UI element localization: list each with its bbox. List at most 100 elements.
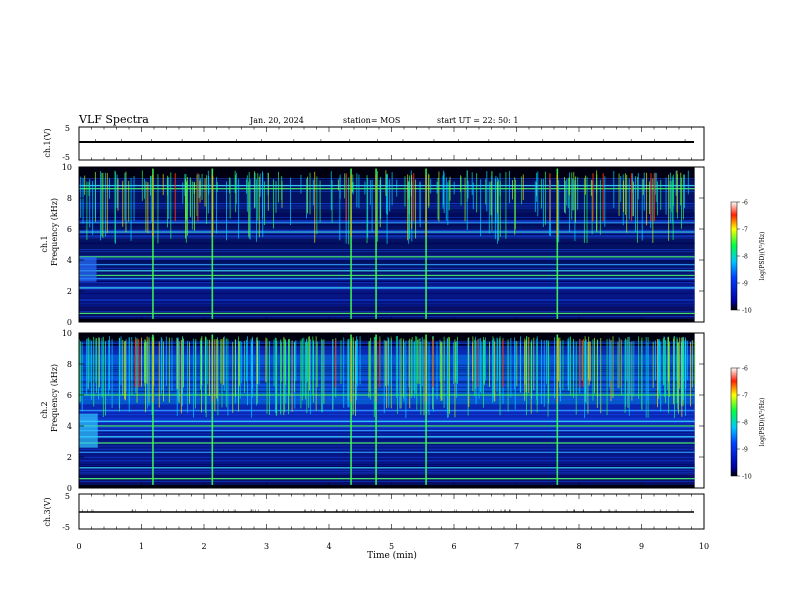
sferic-streak <box>484 337 486 381</box>
spectral-row <box>79 300 695 302</box>
sferic-streak <box>158 341 160 408</box>
strong-burst <box>211 334 214 485</box>
sferic-streak <box>567 338 569 386</box>
sferic-streak <box>645 336 647 418</box>
ch1-voltage-ylabel: ch.1(V) <box>43 128 52 157</box>
sferic-streak <box>636 176 638 243</box>
ch1-spectrogram-panel: 0 2 4 6 8 10 ch.1 Frequency (kHz) <box>40 163 705 327</box>
sferic-streak <box>386 340 388 409</box>
spectral-row <box>79 299 695 301</box>
sferic-streak <box>641 340 643 409</box>
sferic-streak <box>222 337 224 385</box>
sferic-streak <box>308 336 310 408</box>
sferic-streak <box>176 337 178 416</box>
sferic-streak <box>207 339 209 385</box>
sferic-streak <box>199 180 201 203</box>
sferic-streak <box>125 341 126 401</box>
figure-start-time: start UT = 22: 50: 1 <box>437 116 518 125</box>
sferic-streak <box>390 340 392 386</box>
x-tick-label: 6 <box>451 542 456 551</box>
sferic-streak <box>204 178 206 207</box>
tone-line <box>79 451 695 453</box>
sferic-streak <box>386 174 388 215</box>
tone-line <box>79 467 695 469</box>
sferic-streak <box>92 181 94 235</box>
ch1-colorbar-ticks: -6 -7 -8 -9 -10 <box>737 200 752 315</box>
spectral-row <box>79 464 695 466</box>
spectral-row <box>79 316 695 317</box>
hot-streak <box>592 173 594 222</box>
sferic-streak <box>584 175 586 195</box>
sferic-streak <box>214 338 216 412</box>
sferic-streak <box>136 338 138 403</box>
sferic-streak <box>480 338 481 393</box>
x-tick-label: 1 <box>139 542 144 551</box>
sferic-streak <box>339 177 341 241</box>
sferic-streak <box>184 173 186 196</box>
sferic-streak <box>414 341 416 398</box>
sferic-streak <box>486 171 488 212</box>
sferic-streak <box>572 178 574 211</box>
sferic-streak <box>275 181 277 213</box>
sferic-streak <box>613 171 615 209</box>
sferic-streak <box>683 340 685 382</box>
hot-streak <box>379 339 381 388</box>
sferic-streak <box>622 180 624 212</box>
spectral-row <box>79 255 695 257</box>
sferic-streak <box>476 173 478 213</box>
sferic-streak <box>259 173 261 197</box>
sferic-streak <box>198 174 200 199</box>
sferic-streak <box>408 180 410 244</box>
sferic-streak <box>344 173 346 199</box>
y-tick-label: 2 <box>67 287 72 296</box>
sferic-streak <box>467 338 469 397</box>
sferic-streak <box>201 173 203 201</box>
sferic-streak <box>583 178 585 243</box>
spectral-row <box>79 473 695 475</box>
sferic-streak <box>339 174 341 199</box>
sferic-streak <box>400 338 402 409</box>
sferic-streak <box>80 341 82 402</box>
sferic-streak <box>570 336 571 396</box>
ch2-spectrogram-panel: 0 2 4 6 8 10 ch.2 Frequency (kHz) <box>40 329 705 493</box>
sferic-streak <box>330 171 332 211</box>
sferic-streak <box>485 179 487 205</box>
sferic-streak <box>568 177 570 195</box>
sferic-streak <box>200 340 202 390</box>
sferic-streak <box>396 336 398 414</box>
tone-line <box>79 274 695 277</box>
sferic-streak <box>481 341 483 394</box>
sferic-streak <box>364 181 366 195</box>
sferic-streak <box>145 342 147 383</box>
colorbar-tick-label: -9 <box>742 447 748 454</box>
hot-streak <box>549 173 551 222</box>
sferic-streak <box>109 178 110 199</box>
strong-burst <box>556 168 559 319</box>
sferic-streak <box>235 339 236 397</box>
sferic-streak <box>255 179 257 242</box>
hot-streak <box>335 339 337 388</box>
sferic-streak <box>95 338 97 384</box>
sferic-streak <box>676 338 678 403</box>
sferic-streak <box>436 341 438 400</box>
sferic-streak <box>488 181 490 234</box>
ch1-spectrogram <box>79 167 695 322</box>
sferic-streak <box>170 172 172 239</box>
sferic-streak <box>668 341 670 397</box>
sferic-streak <box>453 181 455 195</box>
sferic-streak <box>105 341 106 416</box>
sferic-streak <box>289 338 290 395</box>
sferic-streak <box>191 181 193 230</box>
sferic-streak <box>266 338 268 414</box>
sferic-streak <box>281 176 283 200</box>
x-tick-label: 5 <box>389 542 394 551</box>
spectral-row <box>79 268 695 269</box>
sferic-streak <box>419 338 421 397</box>
sferic-streak <box>314 171 316 243</box>
sferic-streak <box>455 342 457 383</box>
sferic-streak <box>499 181 501 237</box>
sferic-streak <box>411 175 413 229</box>
sferic-streak <box>120 336 122 385</box>
spectral-row <box>79 303 695 305</box>
sferic-streak <box>122 180 124 227</box>
